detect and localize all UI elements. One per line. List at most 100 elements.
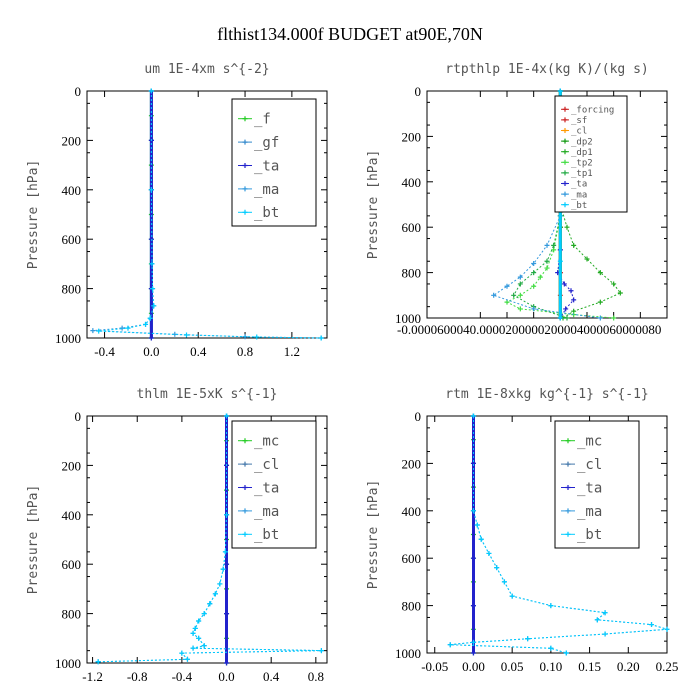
data-point: [192, 625, 198, 631]
data-point: [504, 283, 510, 289]
data-point: [557, 258, 563, 264]
data-point: [611, 315, 617, 321]
legend-marker: [562, 181, 568, 186]
legend-label: _bt: [577, 527, 602, 543]
data-point: [564, 224, 570, 230]
y-tick-label: 400: [62, 183, 82, 198]
data-point: [150, 286, 156, 292]
data-point: [196, 618, 202, 624]
legend-marker: [562, 202, 568, 208]
legend-marker: [565, 438, 571, 444]
legend-label: _sf: [571, 116, 587, 126]
data-point: [184, 332, 190, 338]
x-tick-label: 0.15: [578, 659, 601, 674]
series-line: [98, 416, 322, 663]
data-point: [531, 283, 537, 289]
legend-label: _cl: [577, 457, 602, 473]
data-point: [597, 299, 603, 305]
y-axis-label: Pressure [hPa]: [26, 485, 41, 595]
data-point: [561, 281, 567, 287]
x-tick-label: -1.2: [82, 669, 103, 684]
legend-box: [554, 420, 640, 549]
legend-label: _ta: [577, 480, 602, 496]
legend-box: [554, 95, 628, 213]
data-point: [179, 650, 185, 656]
y-axis-label: Pressure [hPa]: [366, 480, 381, 590]
legend-marker: [565, 508, 571, 514]
data-point: [584, 256, 590, 262]
panel-1: um 1E-4xm s^{-2} Pressure [hPa] 0 200 400 600…: [26, 62, 328, 359]
legend-marker: [242, 186, 248, 192]
legend-marker: [562, 117, 568, 123]
legend-marker: [562, 106, 568, 112]
data-point: [212, 591, 218, 597]
data-point: [470, 603, 476, 609]
panel-3: thlm 1E-5xK s^{-1} Pressure [hPa] 0 200 400 6…: [26, 387, 328, 684]
y-tick-label: 1000: [395, 646, 421, 661]
legend-marker: [565, 485, 571, 490]
y-tick-label: 400: [62, 508, 82, 523]
data-point: [254, 334, 260, 340]
x-tick-label: 0.0: [143, 344, 159, 359]
legend-marker: [562, 128, 568, 133]
data-point: [557, 88, 563, 94]
data-point: [517, 274, 523, 280]
legend: _forcing_sf_cl_dp2_dp1_tp2_tp1_ta_ma_bt: [554, 95, 628, 213]
legend-label: _mc: [577, 434, 602, 450]
plot-frame: [426, 415, 668, 654]
data-point: [611, 281, 617, 287]
data-point: [184, 656, 190, 662]
x-tick-labels-overlapped: -0.0000600040.00002000002000040000600000…: [397, 322, 661, 337]
series-bt: [95, 413, 324, 665]
y-tick-label: 600: [402, 220, 422, 235]
data-point: [548, 603, 554, 609]
data-point: [511, 292, 517, 298]
data-point: [224, 512, 230, 518]
data-point: [222, 549, 228, 555]
data-point: [557, 315, 563, 321]
panel-title: thlm 1E-5xK s^{-1}: [137, 387, 278, 402]
data-point: [594, 617, 600, 623]
data-point: [486, 550, 492, 556]
data-point: [602, 610, 608, 616]
data-point: [563, 650, 569, 656]
legend-label: _bt: [254, 205, 279, 221]
x-tick-label: 0.20: [617, 659, 640, 674]
data-point: [551, 247, 557, 253]
data-point: [207, 601, 213, 607]
data-point: [147, 315, 153, 321]
series-bt: [447, 413, 670, 656]
data-point: [602, 631, 608, 637]
data-point: [478, 536, 484, 542]
y-tick-label: 800: [62, 282, 82, 297]
plot-frame: [426, 90, 668, 319]
panel-2: rtpthlp 1E-4x(kg K)/(kg s) Pressure [hPa]…: [366, 62, 668, 337]
data-point: [148, 187, 154, 193]
panel-title: rtpthlp 1E-4x(kg K)/(kg s): [445, 62, 649, 77]
data-point: [531, 261, 537, 267]
legend-marker: [242, 485, 248, 490]
data-point: [517, 292, 523, 298]
y-tick-label: 800: [402, 266, 422, 281]
data-point: [125, 325, 131, 331]
data-point: [551, 242, 557, 248]
data-point: [564, 315, 570, 321]
data-point: [318, 648, 324, 654]
data-point: [224, 660, 230, 666]
legend-marker: [242, 139, 248, 145]
legend: _mc _cl _ta _ma _bt: [231, 420, 317, 549]
legend-label: _f: [254, 112, 271, 128]
data-point: [224, 611, 230, 617]
data-point: [470, 555, 476, 561]
legend-marker: [242, 116, 248, 122]
legend-marker: [565, 531, 571, 537]
data-point: [509, 593, 515, 599]
data-point: [501, 579, 507, 585]
x-tick-label: -0.4: [172, 669, 193, 684]
data-point: [531, 270, 537, 276]
legend-label: _ma: [254, 504, 279, 520]
data-point: [95, 659, 101, 665]
y-tick-label: 0: [75, 409, 82, 424]
x-tick-label: 0.25: [656, 659, 679, 674]
data-point: [190, 645, 196, 651]
